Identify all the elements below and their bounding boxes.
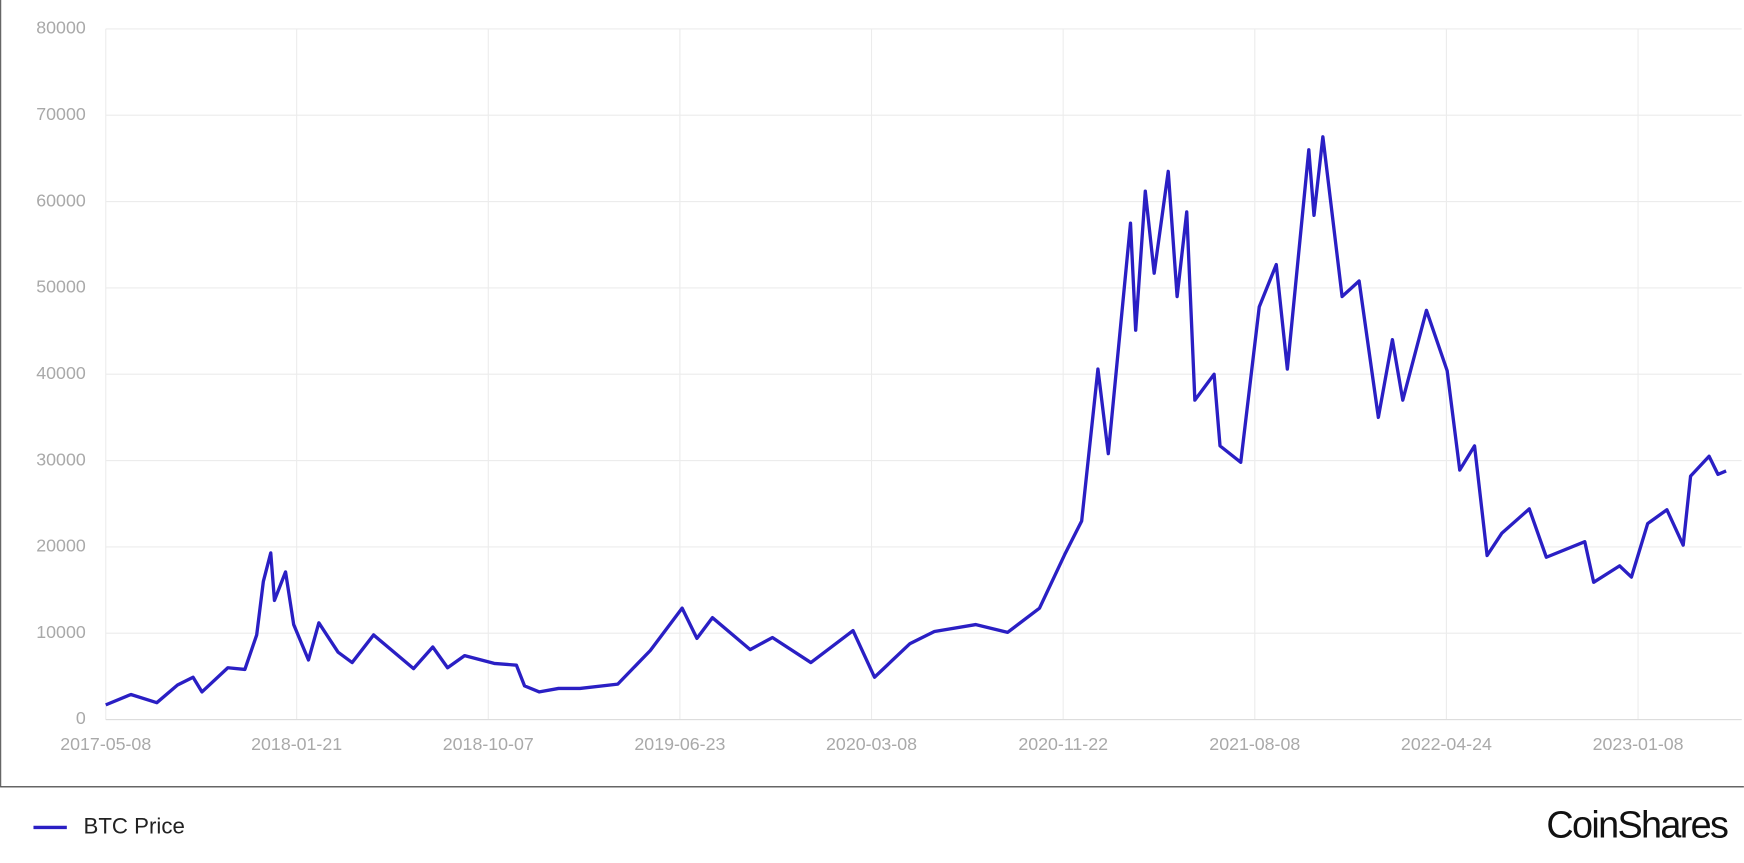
y-tick-label: 0 <box>76 708 86 728</box>
y-tick-label: 10000 <box>36 622 86 642</box>
x-tick-label: 2019-06-23 <box>634 734 725 754</box>
y-tick-label: 70000 <box>36 104 86 124</box>
y-tick-label: 50000 <box>36 277 86 297</box>
x-tick-label: 2020-03-08 <box>826 734 917 754</box>
legend-label: BTC Price <box>84 813 185 838</box>
x-tick-label: 2020-11-22 <box>1018 734 1108 754</box>
x-tick-label: 2017-05-08 <box>60 734 151 754</box>
x-tick-label: 2018-01-21 <box>251 734 342 754</box>
y-tick-label: 40000 <box>36 363 86 383</box>
y-tick-label: 80000 <box>36 18 86 38</box>
y-tick-label: 20000 <box>36 536 86 556</box>
x-tick-label: 2023-01-08 <box>1593 734 1684 754</box>
y-tick-label: 60000 <box>36 190 86 210</box>
x-tick-label: 2018-10-07 <box>443 734 534 754</box>
logo: CoinShares <box>1546 804 1728 846</box>
x-tick-label: 2021-08-08 <box>1209 734 1300 754</box>
y-tick-label: 30000 <box>36 449 86 469</box>
price-line <box>105 135 1727 707</box>
x-tick-label: 2022-04-24 <box>1401 734 1492 754</box>
